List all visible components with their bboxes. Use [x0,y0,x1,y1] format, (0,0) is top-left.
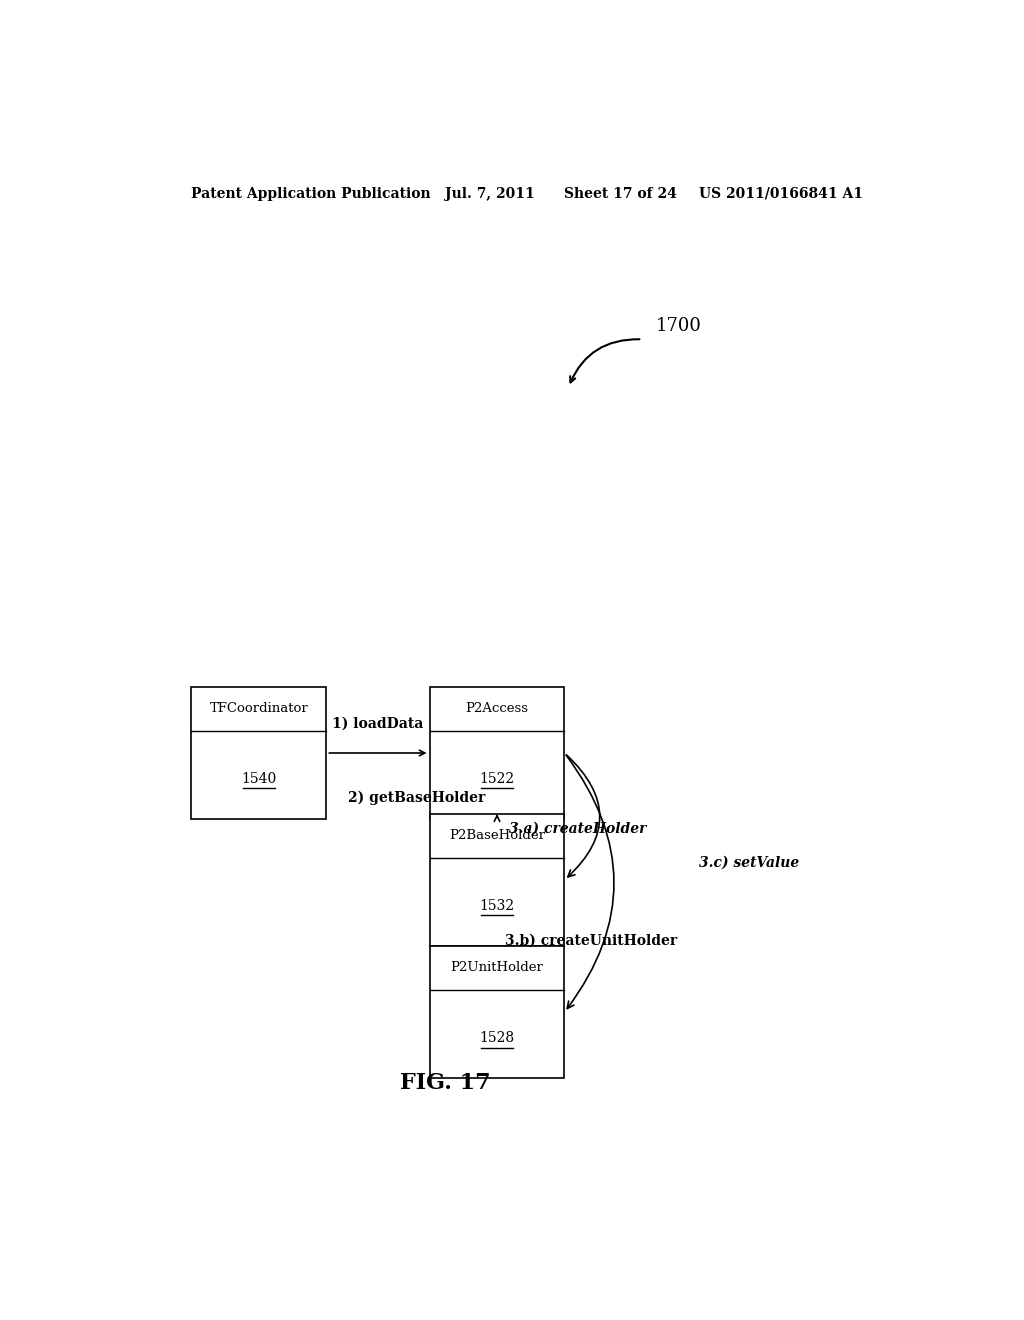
FancyArrowPatch shape [566,755,614,1008]
Bar [430,686,564,818]
Text: 1522: 1522 [479,772,515,787]
Text: 3.b) createUnitHolder: 3.b) createUnitHolder [505,935,677,948]
Text: P2UnitHolder: P2UnitHolder [451,961,544,974]
Bar [191,686,327,818]
Text: 3.c) setValue: 3.c) setValue [699,855,800,870]
Text: P2Access: P2Access [466,702,528,715]
Text: Jul. 7, 2011: Jul. 7, 2011 [445,187,536,201]
Text: US 2011/0166841 A1: US 2011/0166841 A1 [699,187,863,201]
Text: 1528: 1528 [479,1031,515,1045]
Bar [430,946,564,1078]
Text: P2BaseHolder: P2BaseHolder [450,829,545,842]
Text: Sheet 17 of 24: Sheet 17 of 24 [564,187,677,201]
FancyArrowPatch shape [566,755,600,876]
Bar [430,814,564,946]
Text: 2) getBaseHolder: 2) getBaseHolder [348,791,485,805]
Text: 1540: 1540 [242,772,276,787]
Text: 1) loadData: 1) loadData [333,717,424,731]
Text: FIG. 17: FIG. 17 [400,1072,490,1094]
Text: 1532: 1532 [479,899,515,913]
Text: 3.a) createHolder: 3.a) createHolder [509,822,646,836]
Text: Patent Application Publication: Patent Application Publication [191,187,431,201]
Text: 1700: 1700 [655,317,701,335]
Text: TFCoordinator: TFCoordinator [210,702,308,715]
